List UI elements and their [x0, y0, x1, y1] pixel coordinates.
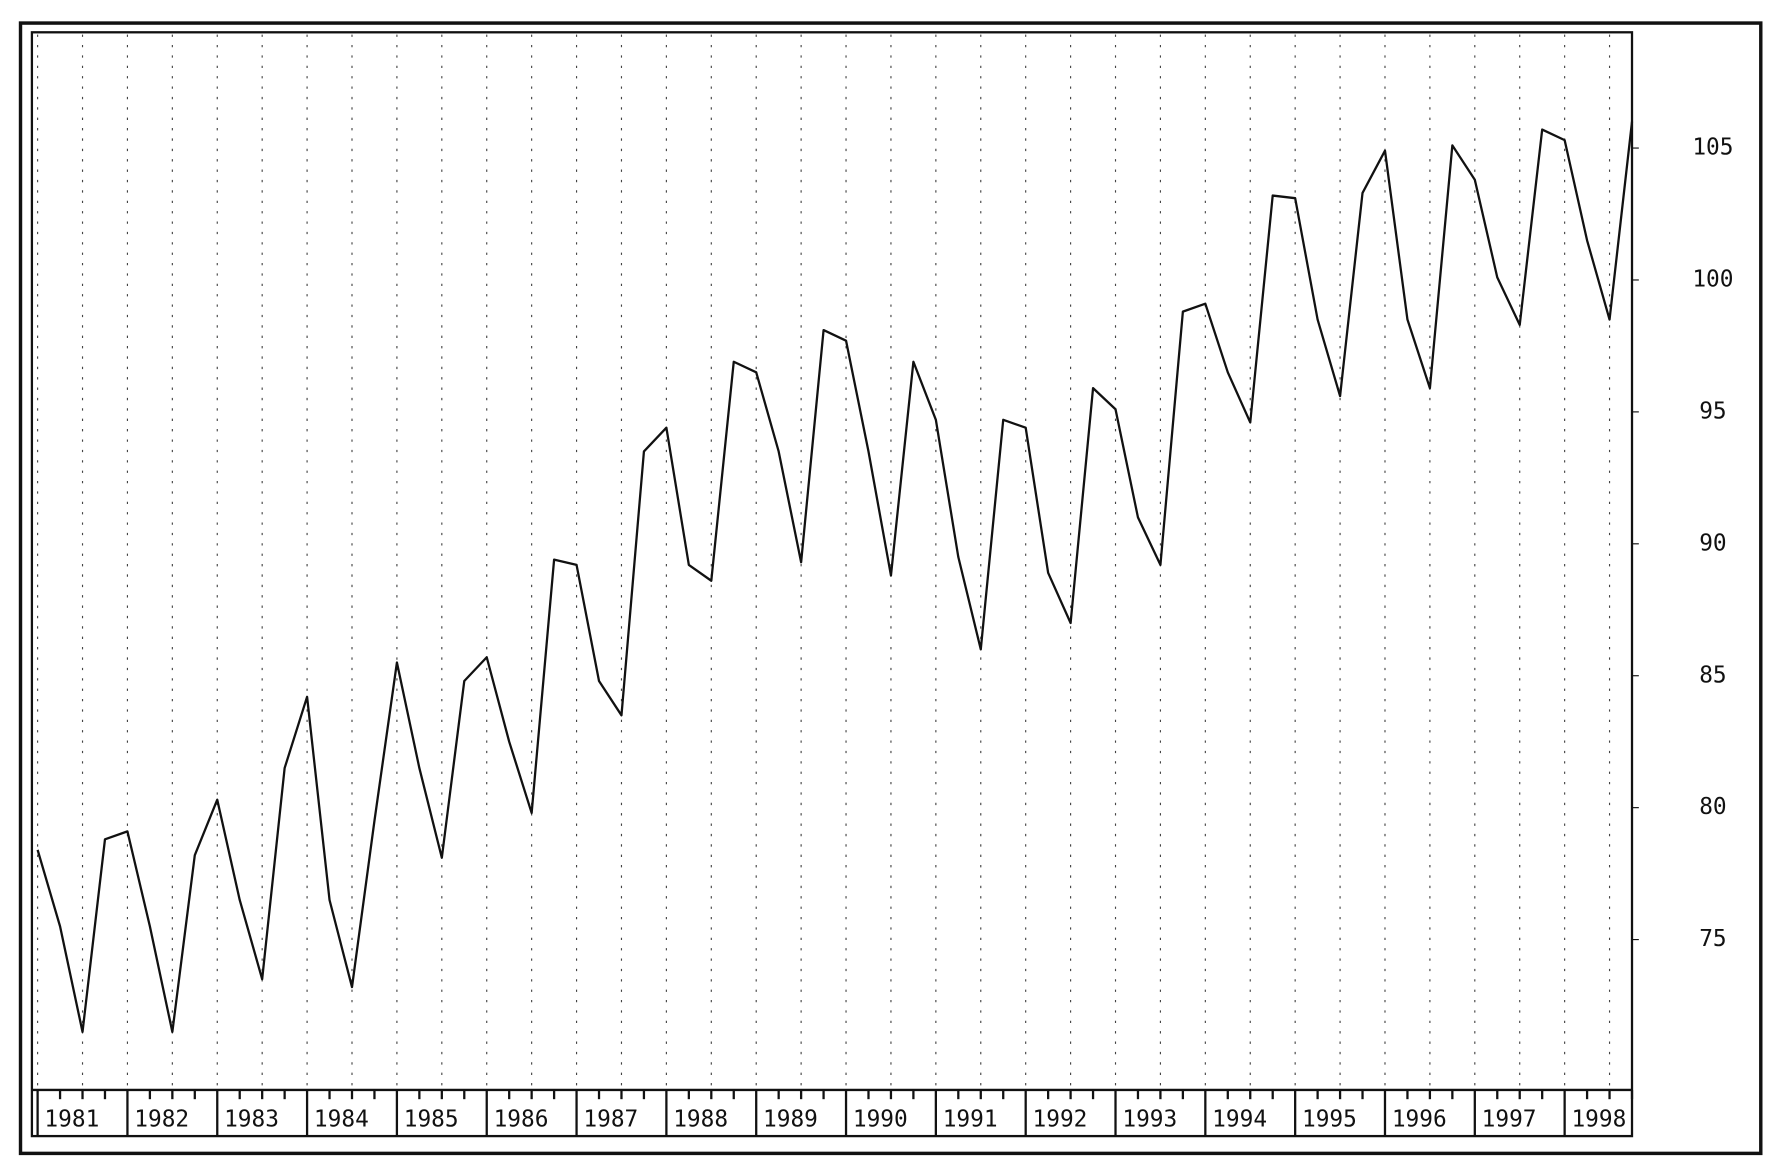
x-tick-label: 1986: [494, 1106, 549, 1132]
y-tick-label: 95: [1699, 398, 1726, 424]
y-tick-label: 105: [1692, 134, 1733, 160]
y-tick-label: 100: [1692, 266, 1733, 292]
outer-frame: [18, 21, 1763, 1156]
x-tick-label: 1982: [134, 1106, 189, 1132]
x-tick-label: 1993: [1122, 1106, 1177, 1132]
x-tick-label: 1987: [583, 1106, 638, 1132]
x-tick-label: 1990: [853, 1106, 908, 1132]
x-tick-label: 1997: [1482, 1106, 1537, 1132]
plot-frame: [30, 31, 1634, 1138]
x-tick-label: 1988: [673, 1106, 728, 1132]
x-tick-label: 1989: [763, 1106, 818, 1132]
x-tick-label: 1995: [1302, 1106, 1357, 1132]
series-line: [36, 121, 1634, 1034]
x-tick-label: 1984: [314, 1106, 369, 1132]
y-tick-label: 75: [1699, 926, 1726, 952]
y-tick-label: 80: [1699, 794, 1726, 820]
x-tick-label: 1996: [1392, 1106, 1447, 1132]
x-tick-label: 1983: [224, 1106, 279, 1132]
x-tick-label: 1981: [44, 1106, 99, 1132]
x-tick-label: 1985: [404, 1106, 459, 1132]
x-tick-label: 1998: [1571, 1106, 1626, 1132]
y-tick-label: 85: [1699, 662, 1726, 688]
x-tick-label: 1994: [1212, 1106, 1267, 1132]
x-tick-label: 1991: [943, 1106, 998, 1132]
y-tick-label: 90: [1699, 530, 1726, 556]
x-tick-label: 1992: [1033, 1106, 1088, 1132]
